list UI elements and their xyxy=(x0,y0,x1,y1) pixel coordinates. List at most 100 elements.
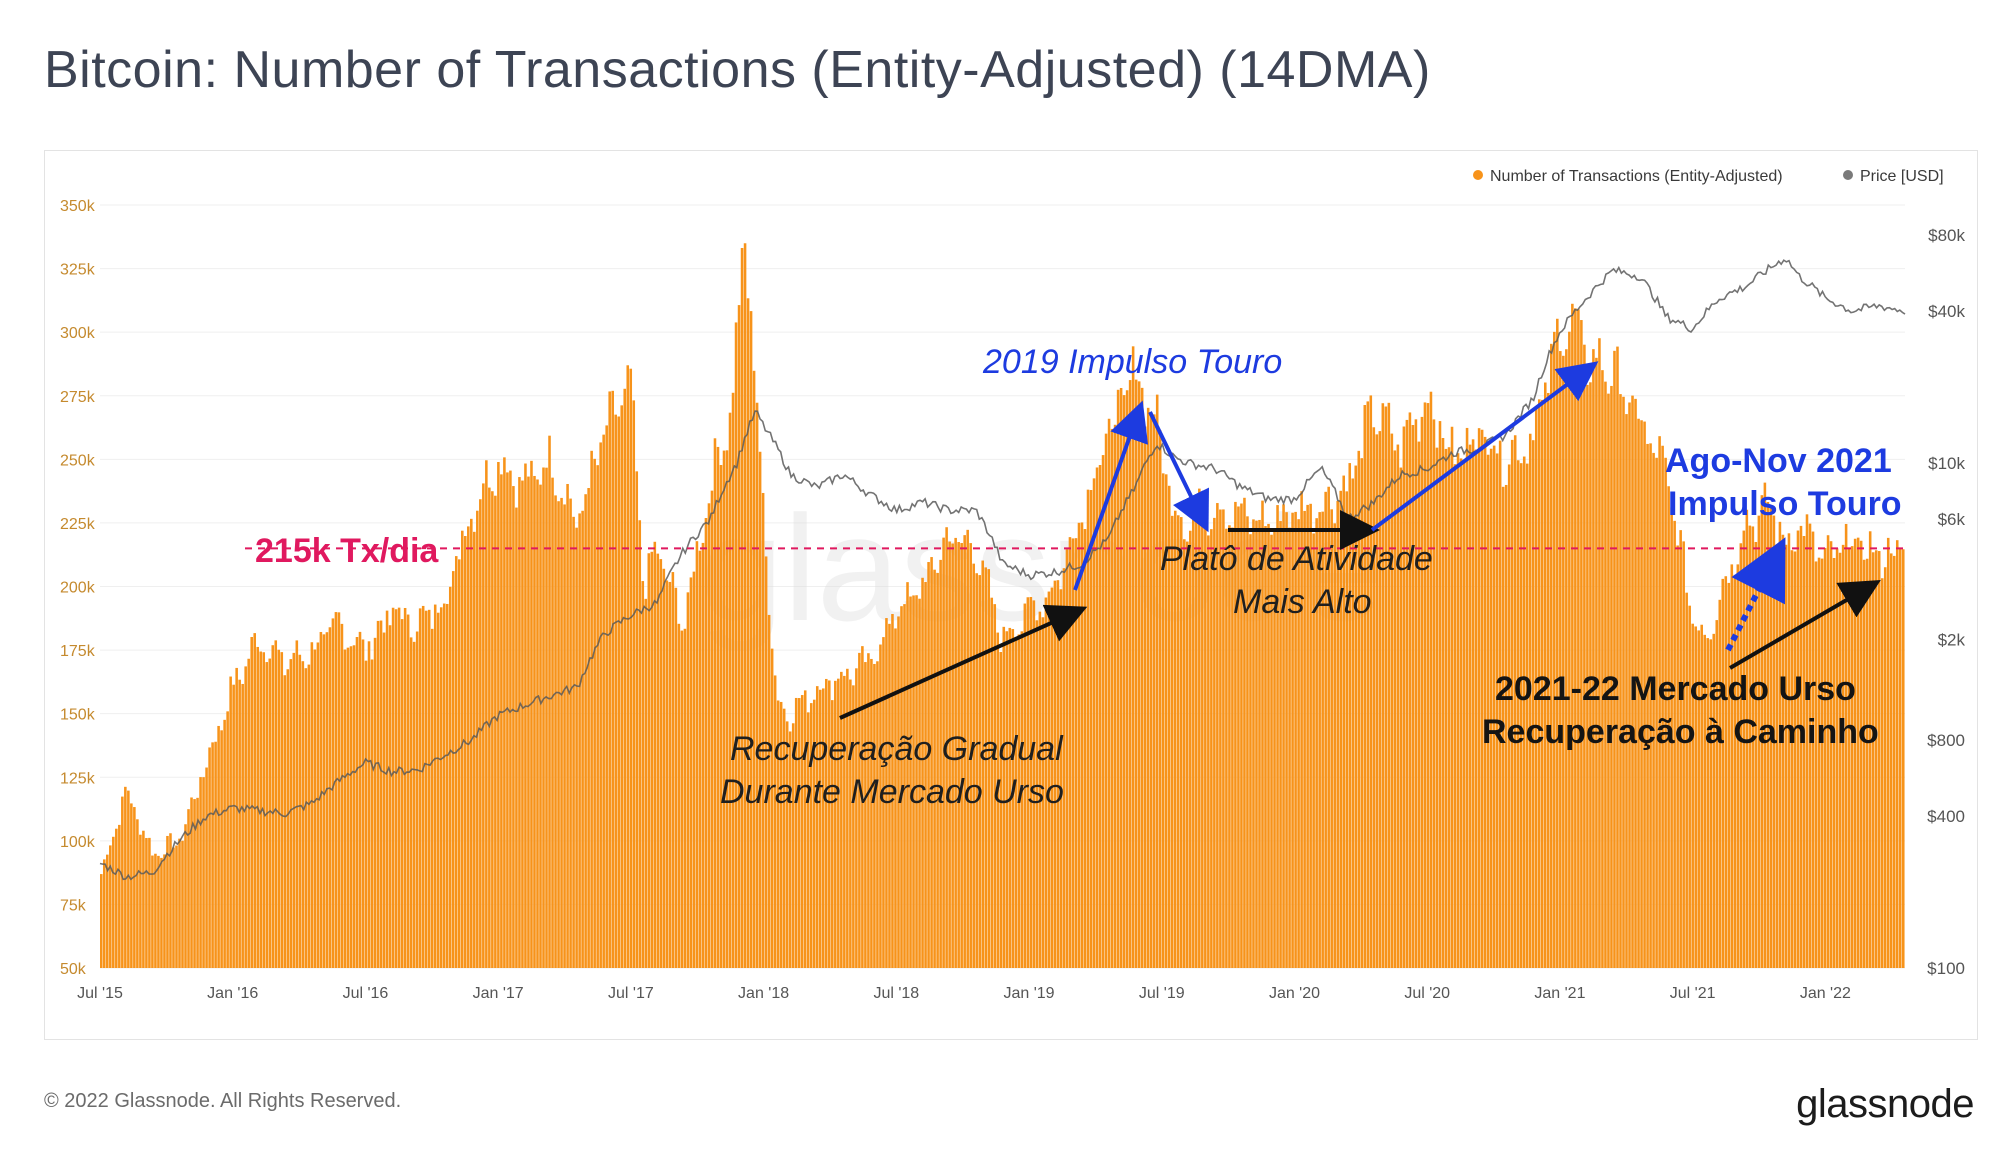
tx-bar xyxy=(289,659,293,968)
tx-bar xyxy=(668,581,672,968)
tx-bar xyxy=(280,652,284,968)
tx-bar xyxy=(578,513,581,968)
tx-bar xyxy=(470,518,473,968)
tx-bar xyxy=(509,470,512,968)
tx-bar xyxy=(1537,399,1541,969)
tx-bar xyxy=(569,498,572,968)
tx-bar xyxy=(1384,406,1388,968)
tx-bar xyxy=(178,838,181,968)
tx-bar xyxy=(1062,568,1066,968)
tx-bar xyxy=(1237,506,1240,968)
x-tick: Jul '20 xyxy=(1404,985,1450,1002)
arrow-2021-dotted xyxy=(1725,537,1786,652)
tx-bar xyxy=(1883,567,1887,968)
tx-bar xyxy=(1601,370,1604,968)
tx-bar xyxy=(118,824,121,968)
tx-bar xyxy=(1586,384,1589,969)
tx-bar xyxy=(1059,589,1063,968)
tx-bar xyxy=(1201,522,1204,968)
tx-bar xyxy=(855,668,858,968)
y-tick-left: 100k xyxy=(60,834,96,851)
tx-bar xyxy=(1186,541,1189,968)
tx-bar xyxy=(749,311,753,969)
tx-bar xyxy=(1438,421,1442,968)
tx-bar xyxy=(656,553,660,968)
tx-bar xyxy=(843,675,846,968)
tx-bar xyxy=(421,605,425,968)
tx-bar xyxy=(1640,420,1643,968)
tx-bar xyxy=(707,503,711,968)
tx-bar xyxy=(1856,537,1860,968)
brand-logo: glassnode xyxy=(1796,1082,1974,1126)
tx-bar xyxy=(1504,484,1508,968)
tx-bar xyxy=(172,847,175,968)
tx-bar xyxy=(1613,350,1616,969)
tx-bar xyxy=(1670,507,1673,968)
tx-bar xyxy=(1056,580,1060,968)
tx-bar xyxy=(250,637,253,968)
tx-bar xyxy=(1778,521,1782,968)
tx-bar xyxy=(1706,638,1710,968)
tx-bar xyxy=(981,560,984,968)
tx-bar xyxy=(136,819,139,968)
tx-bar xyxy=(701,542,705,968)
tx-bar xyxy=(1748,525,1752,968)
y-tick-right: $100 xyxy=(1927,959,1965,978)
tx-bar xyxy=(1110,428,1114,968)
tx-bar xyxy=(1468,444,1472,968)
tx-bar xyxy=(515,507,518,968)
tx-bar xyxy=(491,491,494,968)
tx-bar xyxy=(415,631,419,968)
tx-bar xyxy=(1140,387,1144,968)
tx-bar xyxy=(945,527,948,968)
tx-bar xyxy=(1534,407,1538,969)
tx-bar xyxy=(220,730,223,968)
legend-dot-tx xyxy=(1473,170,1483,180)
tx-bar xyxy=(316,642,320,968)
tx-bar xyxy=(1318,512,1321,968)
tx-bar xyxy=(557,501,560,968)
tx-bar xyxy=(846,668,849,968)
tx-bar xyxy=(1408,412,1412,968)
tx-bar xyxy=(1604,381,1607,968)
tx-bar xyxy=(418,608,422,968)
tx-bar xyxy=(891,614,894,968)
tx-bar xyxy=(1718,599,1722,968)
tx-bar xyxy=(1402,426,1406,968)
tx-bar xyxy=(1321,511,1324,968)
tx-bar xyxy=(1673,520,1676,968)
tx-bar xyxy=(1676,545,1679,968)
copyright-footer: © 2022 Glassnode. All Rights Reserved. xyxy=(44,1090,402,1112)
tx-bar xyxy=(1243,497,1246,968)
tx-bar xyxy=(1730,564,1734,968)
tx-bar xyxy=(1002,626,1006,968)
tx-bar xyxy=(1213,517,1216,968)
tx-bar xyxy=(815,686,819,968)
tx-bar xyxy=(936,572,939,968)
tx-bar xyxy=(334,612,338,968)
tx-bar xyxy=(915,595,918,968)
tx-bar xyxy=(1288,527,1291,968)
tx-bar xyxy=(713,438,717,968)
tx-bar xyxy=(942,537,945,968)
tx-bar xyxy=(1279,521,1282,968)
tx-bar xyxy=(611,390,614,969)
tx-bar xyxy=(208,747,211,968)
tx-bar xyxy=(617,416,620,968)
tx-bar xyxy=(439,607,443,968)
tx-bar xyxy=(677,623,681,968)
tx-bar xyxy=(924,581,927,968)
tx-bar xyxy=(385,610,389,968)
annotation-recovery-2: Durante Mercado Urso xyxy=(720,773,1064,811)
x-tick: Jan '18 xyxy=(738,985,789,1002)
tx-bar xyxy=(897,616,900,968)
tx-bar xyxy=(1005,631,1009,968)
tx-bar xyxy=(1772,515,1776,968)
tx-bar xyxy=(1456,453,1460,968)
tx-bar xyxy=(1580,320,1583,968)
tx-bar xyxy=(575,527,578,968)
tx-bar xyxy=(1405,419,1409,968)
tx-bar xyxy=(1435,447,1439,968)
tx-bar xyxy=(436,612,440,968)
tx-bar xyxy=(1477,428,1481,968)
